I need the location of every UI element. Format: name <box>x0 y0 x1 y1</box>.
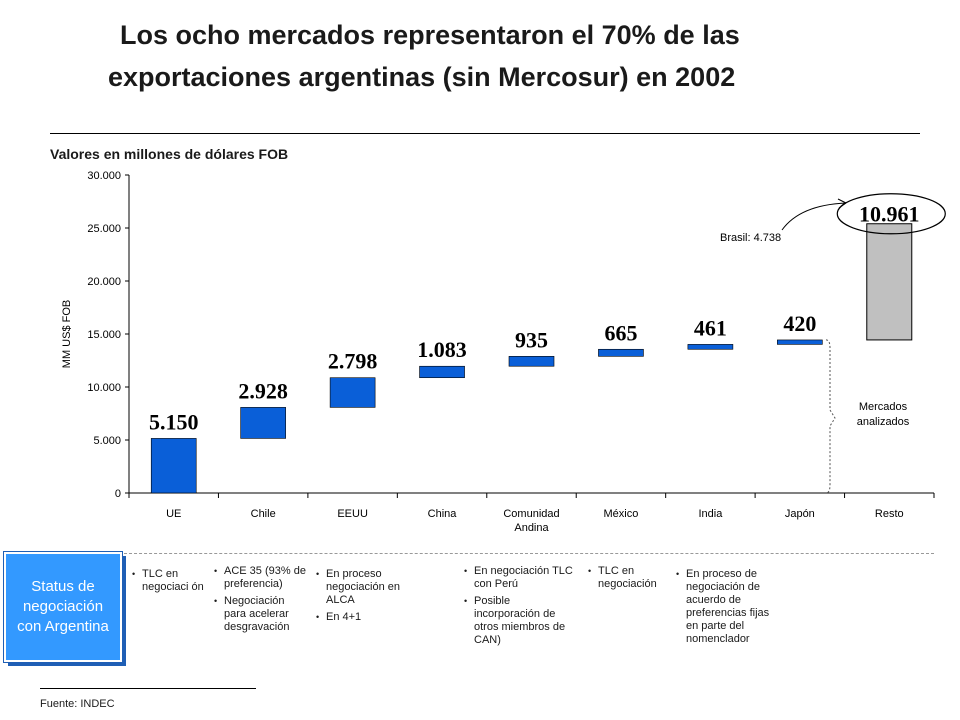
bar-china <box>419 365 465 379</box>
waterfall-chart: 0 5.000 10.000 15.000 20.000 25.000 30.000 MM U… <box>61 170 946 534</box>
note-item: TLC en negociaci ón <box>132 568 204 594</box>
note-chile: ACE 35 (93% de preferencia) Negociación … <box>214 565 308 638</box>
x-tick-label: China <box>428 508 458 520</box>
note-item: TLC en negociación <box>588 565 676 591</box>
brasil-arrow-head <box>837 198 847 209</box>
x-tick-label: Chile <box>251 508 276 520</box>
data-label: 665 <box>604 320 637 345</box>
note-item: Posible incorporación de otros miembros … <box>464 595 574 647</box>
data-label: 420 <box>783 311 816 336</box>
x-tick-label: India <box>698 508 723 520</box>
note-item: En proceso negociación en ALCA <box>316 568 408 607</box>
y-tick-label: 0 <box>115 488 121 500</box>
data-label: 2.928 <box>238 378 288 403</box>
title-line-1: Los ocho mercados representaron el 70% d… <box>120 20 740 50</box>
y-tick-label: 15.000 <box>87 329 121 341</box>
data-label: 10.961 <box>859 202 920 227</box>
data-label: 935 <box>515 327 548 352</box>
title-divider <box>50 133 920 134</box>
bracket-label: analizados <box>857 416 910 428</box>
analyzed-markets-bracket <box>825 339 836 494</box>
bar-india <box>687 344 734 350</box>
note-item: Negociación para acelerar desgravación <box>214 595 308 634</box>
note-item: En negociación TLC con Perú <box>464 565 574 591</box>
source-note: Fuente: INDEC <box>40 698 115 710</box>
bar-ue <box>150 438 197 494</box>
bracket-label: Mercados <box>859 401 908 413</box>
bar-chile <box>240 407 286 439</box>
data-label: 461 <box>694 315 727 340</box>
title-line-2: exportaciones argentinas (sin Mercosur) … <box>108 62 736 92</box>
brasil-annotation: Brasil: 4.738 <box>720 232 781 244</box>
y-tick-label: 10.000 <box>87 382 121 394</box>
y-tick-label: 30.000 <box>87 170 121 182</box>
data-label: 2.798 <box>328 349 378 374</box>
bar-japón <box>777 339 823 345</box>
page-title: Los ocho mercados representaron el 70% d… <box>108 14 868 98</box>
resto-highlight-ellipse <box>836 193 946 235</box>
y-tick-label: 25.000 <box>87 223 121 235</box>
x-tick-label: Comunidad <box>503 508 559 520</box>
bar-méxico <box>598 348 644 357</box>
x-tick-label: Andina <box>514 522 549 534</box>
note-japon: En proceso de negociación de acuerdo de … <box>676 568 780 650</box>
chart-subtitle: Valores en millones de dólares FOB <box>50 146 289 162</box>
x-tick-label: UE <box>166 508 181 520</box>
x-tick-label: EEUU <box>337 508 368 520</box>
y-tick-label: 5.000 <box>93 435 121 447</box>
note-item: En proceso de negociación de acuerdo de … <box>676 568 780 646</box>
note-can: En negociación TLC con Perú Posible inco… <box>464 565 574 651</box>
bar-eeuu <box>329 377 376 408</box>
note-item: ACE 35 (93% de preferencia) <box>214 565 308 591</box>
bar-resto <box>866 223 913 341</box>
brasil-arrow <box>781 202 847 231</box>
x-tick-label: Japón <box>785 508 815 520</box>
data-label: 1.083 <box>417 337 467 362</box>
source-divider <box>40 688 256 689</box>
status-divider <box>124 553 934 554</box>
note-item: En 4+1 <box>316 611 408 624</box>
data-label: 5.150 <box>149 409 199 434</box>
y-tick-label: 20.000 <box>87 276 121 288</box>
status-box: Status de negociación con Argentina <box>3 551 123 663</box>
x-tick-label: Resto <box>875 508 904 520</box>
note-ue: TLC en negociaci ón <box>132 568 204 598</box>
note-india: TLC en negociación <box>588 565 676 595</box>
note-eeuu: En proceso negociación en ALCA En 4+1 <box>316 568 408 628</box>
y-axis-label: MM US$ FOB <box>61 300 73 368</box>
bar-comunidad-andina <box>508 356 555 367</box>
x-tick-label: México <box>604 508 639 520</box>
